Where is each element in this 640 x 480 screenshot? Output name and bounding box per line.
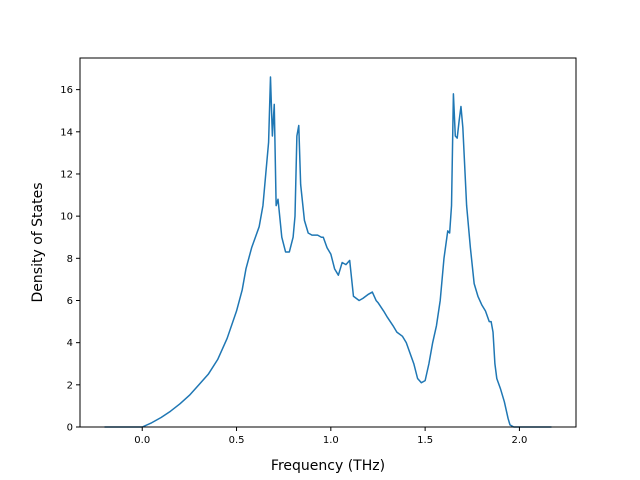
series-layer [104, 76, 552, 428]
x-axis-ticks: 0.0 0.5 1.0 1.5 2.0 [134, 427, 527, 446]
plot-background [80, 58, 576, 427]
x-tick-label: 2.0 [511, 435, 527, 446]
y-tick-label: 6 [67, 296, 73, 307]
y-tick-label: 12 [60, 169, 73, 180]
y-tick-label: 16 [60, 85, 73, 96]
x-tick-label: 0.5 [229, 435, 245, 446]
x-tick-label: 1.0 [323, 435, 339, 446]
y-tick-label: 4 [67, 338, 73, 349]
y-tick-label: 8 [67, 254, 73, 265]
dos-series-line [104, 76, 552, 428]
y-axis-label: Density of States [30, 183, 46, 303]
y-tick-label: 14 [60, 127, 73, 138]
y-tick-label: 0 [67, 423, 73, 434]
y-tick-label: 2 [67, 380, 73, 391]
x-tick-label: 0.0 [134, 435, 150, 446]
plot-frame [79, 57, 577, 428]
y-axis-ticks: 0 2 4 6 8 10 12 14 16 [60, 85, 80, 434]
x-axis-label: Frequency (THz) [271, 458, 385, 474]
y-tick-label: 10 [60, 212, 73, 223]
x-tick-label: 1.5 [417, 435, 433, 446]
